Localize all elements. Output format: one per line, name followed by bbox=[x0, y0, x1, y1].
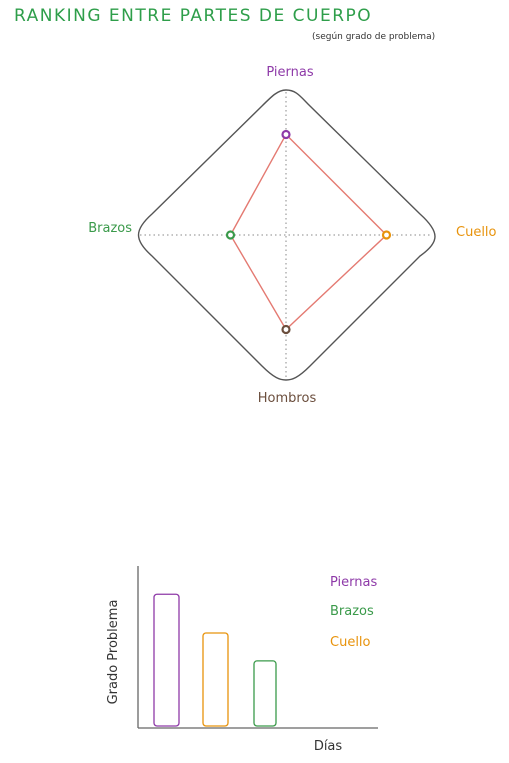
axis-label-brazos: Brazos bbox=[88, 221, 132, 236]
radar-chart: Piernas Cuello Hombros Brazos bbox=[88, 65, 497, 406]
axis-label-cuello: Cuello bbox=[456, 225, 497, 240]
radar-polygon bbox=[229, 133, 388, 331]
bar-cuello bbox=[202, 632, 229, 727]
chart-title: RANKING ENTRE PARTES DE CUERPO bbox=[14, 6, 373, 26]
bar-x-label: Días bbox=[314, 739, 343, 754]
radar-frame bbox=[137, 89, 436, 381]
radar-point-cuello bbox=[381, 230, 392, 240]
bar-brazos bbox=[253, 660, 277, 727]
radar-point-hombros bbox=[281, 324, 291, 335]
bar-y-label: Grado Problema bbox=[106, 600, 121, 705]
legend-item-piernas: Piernas bbox=[330, 575, 377, 590]
chart-subtitle: (según grado de problema) bbox=[312, 32, 436, 42]
axis-label-hombros: Hombros bbox=[258, 391, 317, 406]
axis-label-piernas: Piernas bbox=[266, 65, 313, 80]
radar-point-brazos bbox=[225, 230, 236, 240]
bar-piernas bbox=[153, 593, 180, 727]
legend-item-brazos: Brazos bbox=[330, 604, 374, 619]
legend-item-cuello: Cuello bbox=[330, 635, 371, 650]
radar-point-piernas bbox=[281, 129, 291, 140]
